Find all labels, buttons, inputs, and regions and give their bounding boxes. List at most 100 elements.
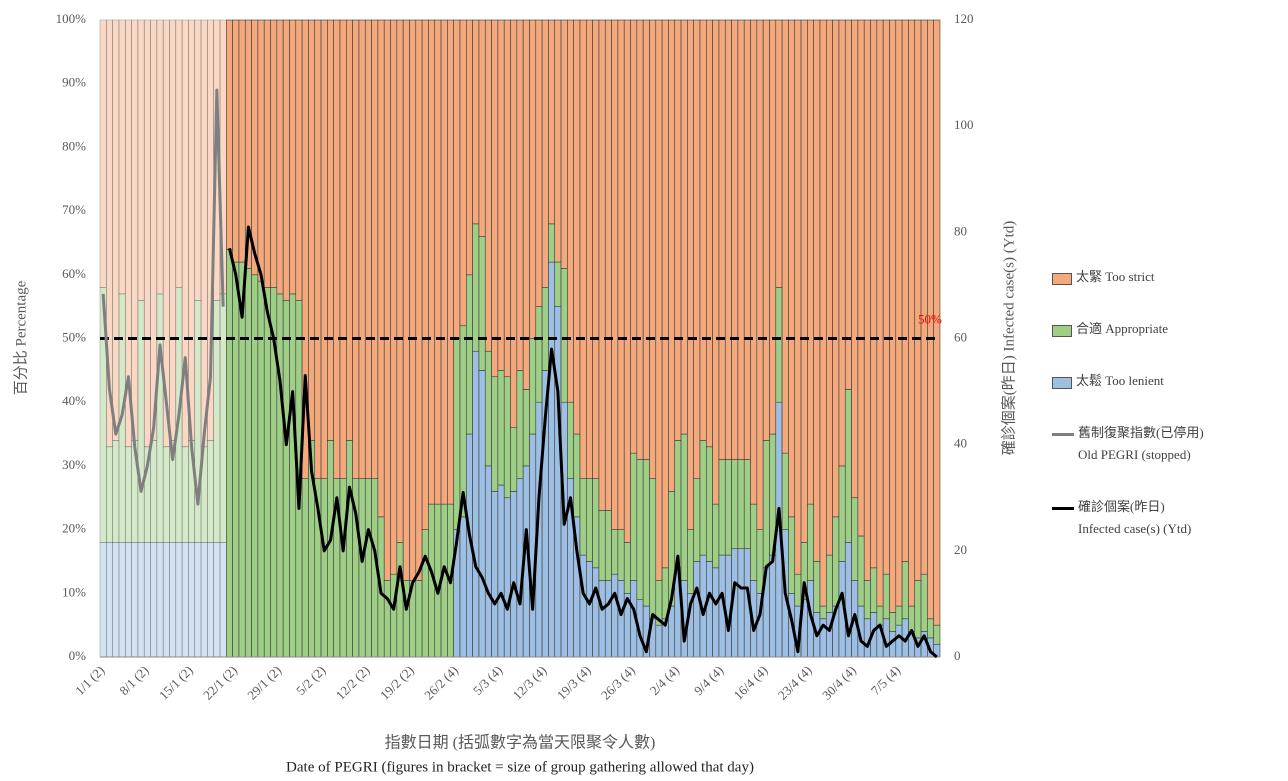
legend-label: 確診個案(昨日) Infected case(s) (Ytd) <box>1078 499 1192 536</box>
bar-segment <box>295 19 303 301</box>
bar-segment <box>232 261 240 658</box>
bar-segment <box>308 19 316 441</box>
bar-segment <box>478 370 486 658</box>
bar-segment <box>844 389 852 543</box>
bar-segment <box>402 19 410 581</box>
bar-segment <box>150 19 158 441</box>
y2-tick-label: 100 <box>954 117 974 132</box>
bar-segment <box>150 542 158 658</box>
bar-segment <box>383 580 391 658</box>
legend-item: 確診個案(昨日) Infected case(s) (Ytd) <box>1052 499 1282 540</box>
bar-segment <box>529 19 537 339</box>
bar-segment <box>327 19 334 441</box>
y-tick-label: 70% <box>62 202 86 217</box>
bar-segment <box>181 446 189 543</box>
bar-segment <box>712 567 720 658</box>
bar-segment <box>857 535 865 607</box>
bar-segment <box>800 19 808 543</box>
bar-segment <box>99 19 107 288</box>
bar-segment <box>143 446 151 543</box>
bar-segment <box>598 580 606 658</box>
bar-segment <box>156 293 164 543</box>
bar-segment <box>863 19 871 581</box>
bar-segment <box>756 529 764 594</box>
legend-swatch <box>1052 507 1074 510</box>
chart: 百分比 Percentage 確診個案(昨日) Infected case(s)… <box>12 11 1017 775</box>
bar-segment <box>636 459 644 600</box>
bar-segment <box>788 19 796 518</box>
bar-segment <box>712 503 720 569</box>
bar-segment <box>819 605 827 620</box>
bar-segment <box>188 542 196 658</box>
bar-segment <box>851 497 859 581</box>
bar-segment <box>516 19 524 371</box>
bar-segment <box>567 19 574 403</box>
x-tick-label: 29/1 (2) <box>244 663 284 703</box>
x-tick-label: 26/3 (4) <box>598 663 638 703</box>
bar-segment <box>706 446 713 562</box>
bar-segment <box>327 440 334 658</box>
bar-segment <box>775 19 783 288</box>
y-tick-label: 100% <box>56 11 87 26</box>
y-tick-label: 40% <box>62 393 86 408</box>
bar-segment <box>933 19 941 626</box>
bar-segment <box>908 605 916 632</box>
bar-segment <box>870 567 878 613</box>
bar-segment <box>851 19 859 499</box>
legend-item: 太緊 Too strict <box>1052 269 1282 288</box>
bar-segment <box>169 440 177 543</box>
y-tick-label: 90% <box>62 75 86 90</box>
bar-segment <box>611 529 619 575</box>
bar-segment <box>870 19 878 569</box>
bar-segment <box>598 510 606 581</box>
bar-segment <box>510 491 518 658</box>
x-tick-label: 1/1 (2) <box>72 663 107 698</box>
bar-segment <box>636 19 644 460</box>
bar-segment <box>687 529 694 594</box>
bar-segment <box>472 223 480 352</box>
bar-segment <box>175 19 183 288</box>
bar-segment <box>276 293 284 658</box>
bar-segment <box>649 19 657 479</box>
bar-segment <box>655 624 663 658</box>
bar-segment <box>743 19 751 460</box>
bar-segment <box>263 19 271 288</box>
y-tick-label: 80% <box>62 138 86 153</box>
bar-segment <box>548 223 556 263</box>
bar-segment <box>162 446 170 543</box>
bar-segment <box>731 459 739 550</box>
bar-segment <box>207 542 214 658</box>
bar-segment <box>529 338 537 435</box>
bar-segment <box>156 19 164 295</box>
bar-segment <box>630 452 638 581</box>
bar-segment <box>346 440 353 658</box>
bar-segment <box>118 19 126 295</box>
bar-segment <box>320 478 328 658</box>
bar-segment <box>781 452 789 530</box>
bar-segment <box>421 529 429 658</box>
bar-segment <box>693 561 701 658</box>
bar-segment <box>554 19 562 263</box>
x-tick-label: 23/4 (4) <box>775 663 815 703</box>
bar-segment <box>838 465 846 562</box>
bar-segment <box>592 567 600 658</box>
bar-segment <box>724 459 732 556</box>
bar-segment <box>737 548 745 658</box>
bar-segment <box>522 389 530 467</box>
y-tick-label: 10% <box>62 584 86 599</box>
bar-segment <box>642 19 650 460</box>
bar-segment <box>876 605 884 626</box>
bar-segment <box>560 19 568 269</box>
bar-segment <box>162 542 170 658</box>
bar-segment <box>876 19 884 607</box>
bar-segment <box>775 287 783 403</box>
x-tick-label: 7/5 (4) <box>868 663 903 698</box>
bar-segment <box>579 478 587 556</box>
bar-segment <box>150 440 158 543</box>
bar-segment <box>762 19 770 441</box>
bar-segment <box>346 19 353 441</box>
bar-segment <box>213 299 221 543</box>
bar-segment <box>630 19 638 454</box>
y-tick-label: 0% <box>69 648 87 663</box>
bar-segment <box>522 19 530 390</box>
